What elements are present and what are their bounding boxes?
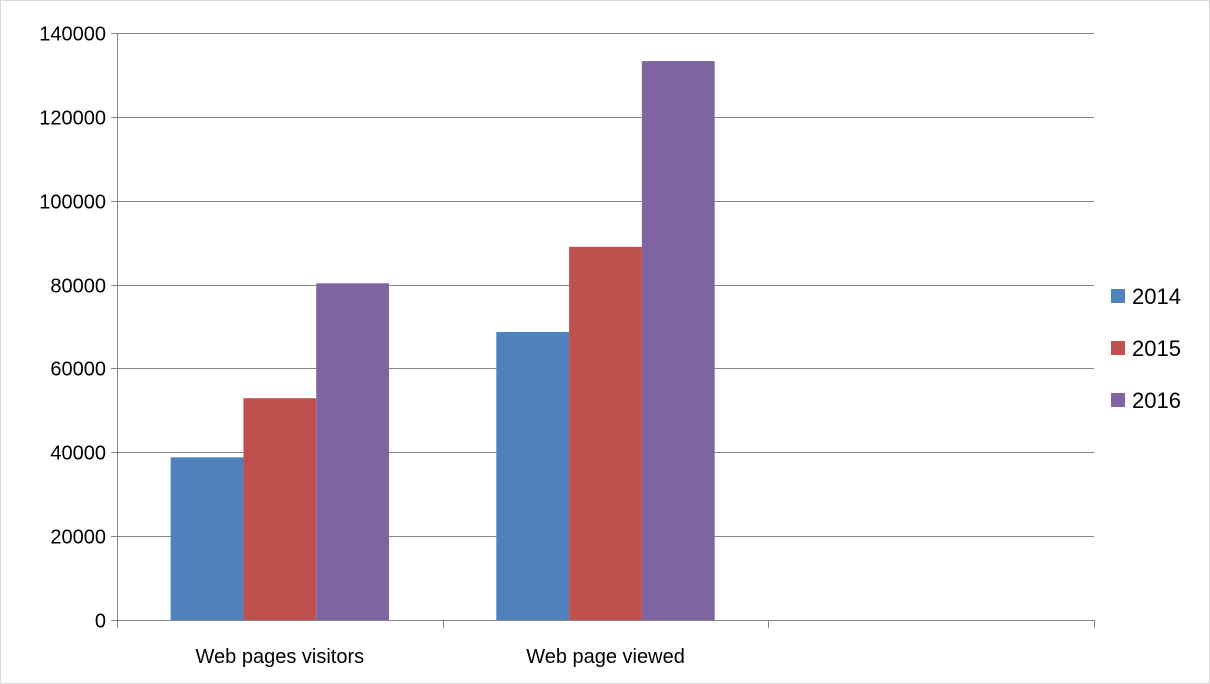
bar-2015-1 [243,398,317,620]
category-labels: Web pages visitors Web page viewed [196,646,685,668]
legend-swatch-2014 [1111,289,1125,303]
y-tick-label: 60000 [50,359,106,381]
y-tick-label: 80000 [50,276,106,298]
bar-2016-1 [316,283,390,620]
bar-2015-2 [569,246,642,621]
bar-2014-2 [496,331,570,620]
y-tick-label: 0 [95,611,106,633]
y-tick-label: 40000 [50,443,106,465]
y-tick-label: 20000 [50,527,106,549]
legend-label: 2015 [1132,336,1181,361]
legend-label: 2014 [1132,284,1181,309]
y-tick-label: 120000 [39,108,106,130]
legend-swatch-2015 [1111,341,1125,355]
category-label: Web page viewed [526,646,685,668]
bar-2016-2 [641,61,715,620]
y-tick-label: 100000 [39,192,106,214]
legend: 2014 2015 2016 [1111,284,1181,413]
legend-label: 2016 [1132,388,1181,413]
y-tick-labels: 0 20000 40000 60000 80000 100000 120000 140000 [39,24,106,633]
y-tick-label: 140000 [39,24,106,46]
bar-2014-1 [170,457,244,620]
category-label: Web pages visitors [196,646,365,668]
bars [170,61,715,621]
axes [111,33,1095,628]
legend-swatch-2016 [1111,393,1125,407]
